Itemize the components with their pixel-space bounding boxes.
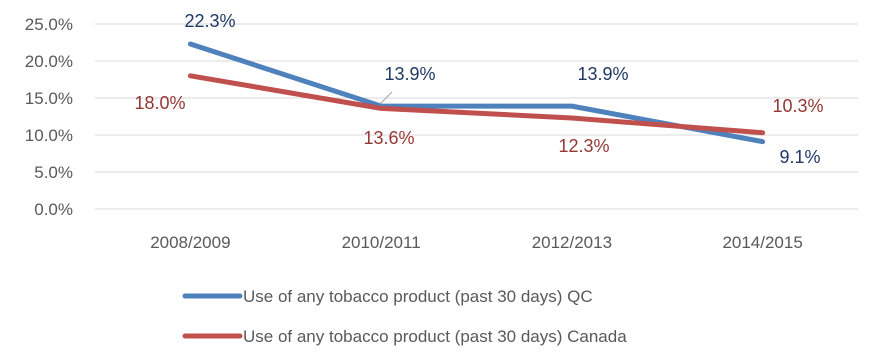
legend-label: Use of any tobacco product (past 30 days… [243,287,593,306]
y-tick-label: 15.0% [25,89,73,108]
data-label: 13.9% [384,64,435,84]
legend: Use of any tobacco product (past 30 days… [182,287,627,346]
series-line-canada [187,73,766,136]
data-label: 18.0% [134,93,185,113]
data-labels: 22.3% 13.9% 13.9% 9.1% 18.0% 13.6% 12.3% 10.3% [134,11,823,167]
data-label: 10.3% [772,96,823,116]
y-axis-tick-labels: 0.0% 5.0% 10.0% 15.0% 20.0% 25.0% [25,15,73,219]
y-tick-label: 0.0% [34,200,73,219]
data-label: 13.6% [363,128,414,148]
y-tick-label: 5.0% [34,163,73,182]
data-label: 12.3% [558,136,609,156]
x-tick-label: 2014/2015 [722,233,802,252]
y-tick-label: 20.0% [25,52,73,71]
y-tick-label: 10.0% [25,126,73,145]
y-tick-label: 25.0% [25,15,73,34]
gridlines [95,23,858,210]
data-label: 22.3% [184,11,235,31]
series-lines [187,41,766,145]
x-tick-label: 2008/2009 [150,233,230,252]
x-tick-label: 2012/2013 [532,233,612,252]
x-tick-label: 2010/2011 [342,233,421,252]
data-label: 9.1% [779,147,820,167]
x-axis-tick-labels: 2008/2009 2010/2011 2012/2013 2014/2015 [150,233,803,252]
legend-label: Use of any tobacco product (past 30 days… [243,327,627,346]
data-label: 13.9% [577,64,628,84]
data-label-leader [379,91,393,105]
